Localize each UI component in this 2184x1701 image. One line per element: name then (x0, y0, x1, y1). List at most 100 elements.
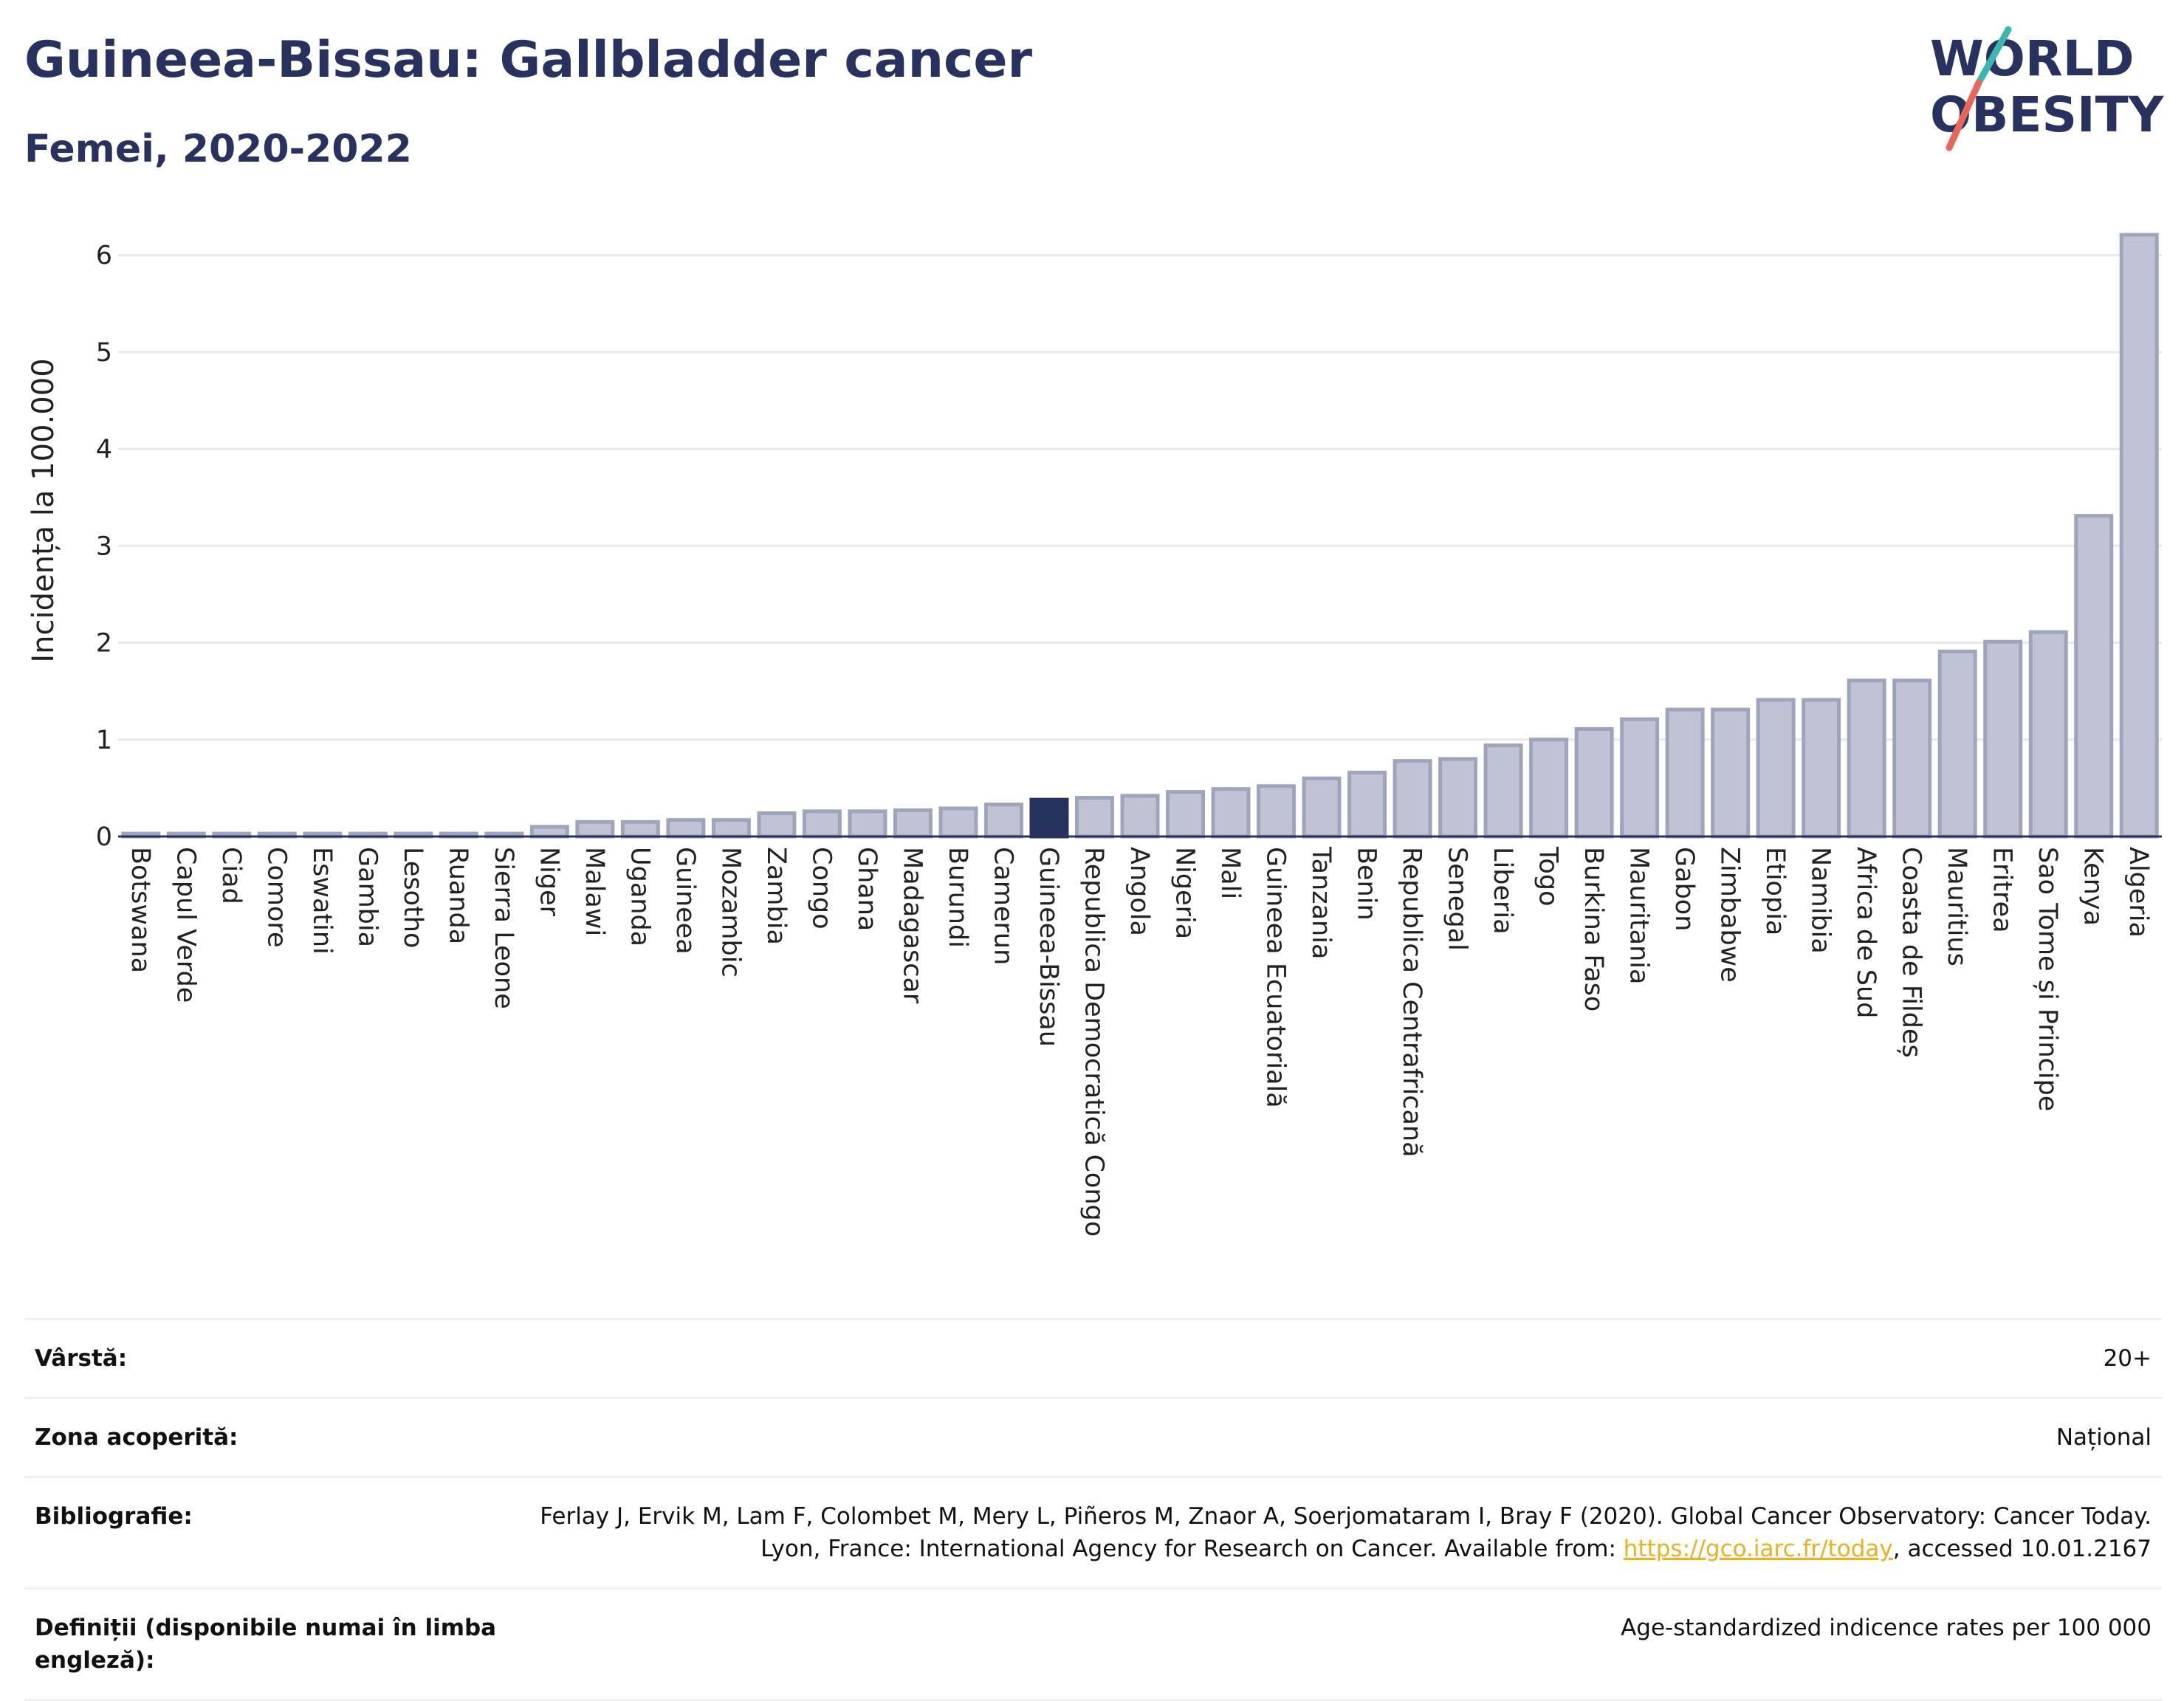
x-tick-label: Malawi (580, 847, 609, 936)
info-key: Zona acoperită: (35, 1424, 238, 1451)
bar-sao-tome-și-principe[interactable] (2028, 630, 2068, 839)
x-tick-label: Guineea-Bissau (1034, 847, 1063, 1047)
info-key: Definiții (disponibile numai în limba en… (35, 1615, 497, 1674)
bar-camerun[interactable] (983, 803, 1023, 839)
y-tick-label: 5 (96, 338, 112, 368)
x-tick-label: Niger (534, 847, 563, 917)
y-tick-label: 0 (96, 822, 112, 852)
bar-kenya[interactable] (2074, 514, 2114, 839)
bar-mauritania[interactable] (1620, 717, 1660, 839)
bar-zimbabwe[interactable] (1711, 707, 1751, 839)
bar-togo[interactable] (1529, 738, 1569, 839)
x-tick-label: Republica Democratică Congo (1079, 847, 1108, 1237)
bar-gabon[interactable] (1665, 707, 1705, 839)
chart-subtitle: Femei, 2020-2022 (24, 127, 412, 171)
x-tick-label: Zambia (761, 847, 791, 945)
info-value: Ferlay J, Ervik M, Lam F, Colombet M, Me… (537, 1500, 2152, 1565)
info-row-definitions: Definiții (disponibile numai în limba en… (24, 1587, 2162, 1701)
bar-namibia[interactable] (1802, 698, 1841, 839)
x-tick-label: Madagascar (897, 847, 927, 1004)
y-tick-label: 4 (96, 435, 112, 464)
bar-etiopia[interactable] (1756, 698, 1796, 839)
bar-coasta-de-fildeș[interactable] (1892, 678, 1932, 839)
bar-tanzania[interactable] (1302, 776, 1342, 839)
x-axis-labels: Botswana Capul Verde Ciad Comore Eswatini Gam… (126, 846, 2153, 1237)
source-link[interactable]: https://gco.iarc.fr/today (1623, 1536, 1893, 1562)
info-value: 20+ (2103, 1345, 2152, 1372)
x-tick-label: Sierra Leone (489, 847, 518, 1009)
x-tick-label: Senegal (1443, 847, 1472, 951)
info-key: Vârstă: (35, 1345, 128, 1372)
x-tick-label: Uganda (625, 847, 654, 946)
x-tick-label: Ruanda (443, 847, 473, 944)
info-key: Bibliografie: (35, 1503, 193, 1530)
bar-eritrea[interactable] (1983, 639, 2023, 839)
bar-liberia[interactable] (1483, 743, 1523, 839)
logo-red-slash (1946, 79, 1982, 151)
y-tick-label: 3 (96, 532, 112, 561)
bar-republica-centrafricană[interactable] (1393, 759, 1432, 839)
x-tick-label: Tanzania (1306, 846, 1336, 959)
info-table: Vârstă: 20+ Zona acoperită: Național Bib… (24, 1318, 2162, 1701)
bar-malawi[interactable] (575, 819, 615, 839)
logo-teal-slash (1975, 26, 2012, 86)
y-tick-label: 2 (96, 629, 112, 659)
x-tick-label: Eswatini (307, 847, 337, 955)
x-tick-label: Guineea Ecuatorială (1261, 847, 1291, 1108)
bar-africa-de-sud[interactable] (1847, 678, 1886, 839)
x-tick-label: Republica Centrafricană (1397, 847, 1426, 1158)
bar-chart: 0 1 2 3 4 5 6 Botswana Capul Verde Ciad Comore Esw… (27, 233, 2162, 1237)
x-tick-label: Burkina Faso (1579, 847, 1608, 1011)
x-tick-label: Comore (261, 847, 291, 948)
x-tick-label: Congo (806, 847, 836, 929)
bar-guineea[interactable] (666, 818, 706, 839)
bibliography-text: Ferlay J, Ervik M, Lam F, Colombet M, Me… (540, 1503, 2152, 1562)
y-axis-label: Incidența la 100.000 (27, 358, 61, 662)
bar-algeria[interactable] (2119, 233, 2159, 839)
bar-benin[interactable] (1347, 770, 1387, 839)
info-row-bibliography: Bibliografie: Ferlay J, Ervik M, Lam F, … (24, 1476, 2162, 1587)
bar-congo[interactable] (802, 809, 842, 839)
x-tick-label: Etiopia (1760, 847, 1790, 935)
x-tick-label: Benin (1352, 847, 1381, 921)
bar-senegal[interactable] (1438, 757, 1478, 839)
y-tick-label: 1 (96, 726, 112, 755)
bar-republica-democratică-congo[interactable] (1074, 796, 1114, 839)
info-value: Age-standardized indicence rates per 100… (1621, 1615, 2152, 1641)
bar-zambia[interactable] (757, 811, 797, 839)
bar-burkina-faso[interactable] (1574, 726, 1614, 839)
logo-line1: WORLD (1930, 30, 2135, 87)
bar-mali[interactable] (1211, 787, 1251, 839)
bar-burundi[interactable] (938, 806, 978, 839)
bar-ghana[interactable] (848, 809, 887, 839)
info-row-area: Zona acoperită: Național (24, 1397, 2162, 1476)
x-tick-label: Botswana (126, 847, 155, 973)
x-tick-label: Capul Verde (171, 847, 200, 1003)
x-tick-label: Mauritius (1942, 847, 1971, 966)
x-tick-label: Gambia (352, 847, 382, 947)
x-tick-label: Guineea (670, 847, 700, 955)
info-value: Național (2056, 1424, 2152, 1451)
y-tick-label: 6 (96, 241, 112, 271)
y-axis-ticks: 0 1 2 3 4 5 6 (96, 241, 112, 852)
x-tick-label: Mauritania (1624, 847, 1654, 984)
grid-lines (118, 254, 2162, 741)
x-tick-label: Algeria (2123, 847, 2153, 938)
x-tick-label: Gabon (1669, 847, 1699, 931)
bar-niger[interactable] (529, 825, 569, 839)
bar-mauritius[interactable] (1937, 649, 1977, 839)
x-tick-label: Ciad (216, 847, 246, 904)
bar-nigeria[interactable] (1166, 790, 1206, 839)
bars (121, 233, 2159, 839)
bar-uganda[interactable] (620, 819, 660, 839)
bar-mozambic[interactable] (711, 818, 751, 839)
bar-angola[interactable] (1120, 794, 1160, 839)
bar-guineea-ecuatorială[interactable] (1257, 784, 1297, 839)
info-row-age: Vârstă: 20+ (24, 1318, 2162, 1397)
bar-madagascar[interactable] (893, 808, 933, 839)
x-tick-label: Coasta de Fildeș (1897, 847, 1926, 1058)
x-tick-label: Kenya (2078, 847, 2108, 926)
bar-guineea-bissau[interactable] (1029, 797, 1069, 839)
x-tick-label: Namibia (1806, 847, 1836, 954)
world-obesity-logo: WORLD OBESITY (1930, 26, 2165, 151)
